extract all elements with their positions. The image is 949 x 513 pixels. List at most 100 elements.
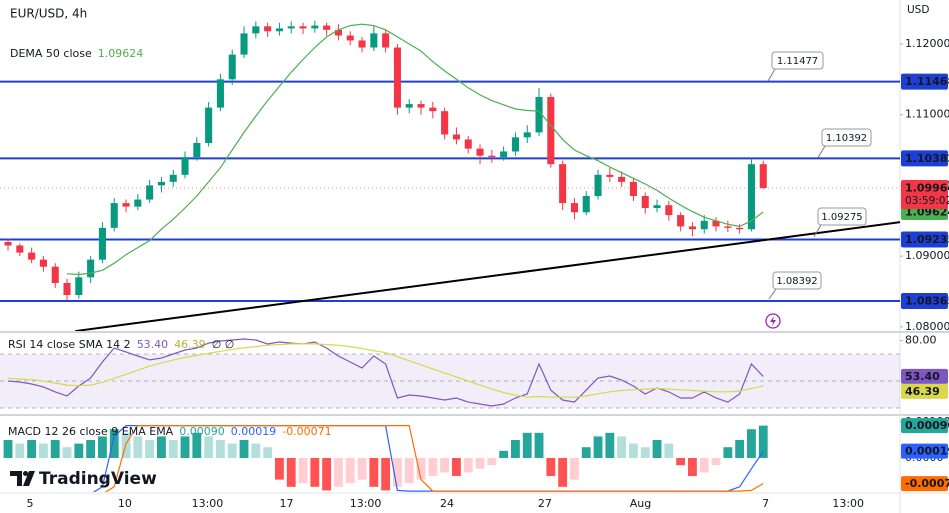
candle-body [323,25,331,30]
macd-histogram-bar [98,436,107,459]
legend-value: 0.00090 [179,425,225,438]
macd-histogram-bar [239,440,249,459]
price-label-bg [901,73,948,90]
macd-histogram-bar [499,450,509,459]
macd-histogram-bar [133,436,143,459]
x-tick-label: 13:00 [832,497,864,510]
candle-body [523,132,531,138]
candle-body [653,205,661,209]
candle-body [193,142,201,158]
callout-box [821,128,872,147]
callout-leader [817,145,826,158]
macd-histogram-bar [62,447,72,459]
legend-name: MACD 12 26 close 9 EMA EMA [8,425,174,438]
macd-histogram-bar [640,447,650,459]
candle-body [488,155,496,158]
callout-box [817,207,867,226]
dema-line [66,23,764,276]
candle-body [39,259,47,267]
candle-body [370,33,378,48]
candle-body [98,227,106,260]
x-tick-label: 13:00 [350,497,382,510]
macd-histogram-bar [522,432,532,459]
macd-histogram-bar [50,440,60,459]
macd-histogram-bar [617,436,627,459]
candle-body [500,151,508,158]
legend-extra: ∅ ∅ [212,338,235,351]
candle-body [629,181,637,197]
callout-label: 1.10392 [826,133,867,144]
macd-histogram-bar [251,443,261,459]
candle-body [240,33,248,55]
candle-body [747,164,755,230]
macd-histogram-bar [664,443,674,459]
candle-body [759,164,767,188]
macd-histogram-bar [558,458,568,487]
candle-body [618,176,626,182]
macd-histogram-bar [452,458,461,477]
candle-body [287,26,295,29]
candle-body [476,148,484,156]
rsi-line [7,343,764,398]
price-label-bg [901,443,948,459]
macd-histogram-bar [145,440,155,459]
price-label: 1.08365 [905,295,949,308]
macd-histogram-bar [86,440,96,459]
x-tick-label: 10 [118,497,132,510]
legend-name: RSI 14 close SMA 14 2 [8,338,131,351]
callout-leader [768,288,777,300]
price-pane [0,20,900,331]
x-tick-label: 7 [762,497,769,510]
legend-value: 0.00019 [231,425,277,438]
price-label: 53.40 [905,370,940,383]
candle-body [665,205,673,216]
candle-body [405,104,413,108]
macd-histogram-bar [334,458,343,487]
x-tick-label: 13:00 [192,497,224,510]
legend-value: 53.40 [137,338,169,351]
candle-body [299,26,307,29]
candle-body [122,203,130,207]
macd-histogram-bar [393,458,402,487]
macd-line [104,425,764,492]
price-label: 1.11468 [905,75,949,88]
price-label-bg [901,150,948,167]
rsi-pane [0,338,900,409]
candle-body [311,25,319,29]
last-price-label: 1.09964 [905,181,949,194]
candle-body [688,226,696,230]
macd-histogram-bar [605,432,615,459]
macd-histogram-bar [15,443,25,459]
candle-body [4,241,12,246]
candle-body [157,181,165,186]
macd-histogram-bar [758,425,768,459]
candle-body [582,196,590,213]
candle-body [535,97,543,133]
callout-label: 1.09275 [821,212,862,223]
macd-histogram-bar [534,432,544,459]
price-label: 1.09235 [905,233,949,246]
price-label-bg [901,231,948,248]
candle-body [346,35,354,41]
alert-icon[interactable] [765,313,781,329]
y-tick-label: 80.00 [905,334,937,347]
x-tick-label: Aug [630,497,651,510]
candle-body [736,227,744,230]
macd-histogram-bar [216,440,225,459]
trend-line [75,221,900,331]
candle-body [441,111,449,135]
macd-histogram-bar [688,458,697,477]
macd-histogram-bar [369,458,379,487]
price-label: 0.00090 [905,419,949,432]
price-label: 46.39 [905,385,940,398]
macd-histogram-bar [204,436,214,459]
price-label: -0.00071 [905,477,949,490]
callout-label: 1.08392 [776,276,817,287]
callout-box [771,51,824,70]
candle-body [358,40,366,48]
candle-body [110,203,118,228]
last-price-bg [901,179,948,209]
x-tick-label: 5 [26,497,33,510]
macd-histogram-bar [581,447,591,459]
price-label-bg [901,383,948,399]
